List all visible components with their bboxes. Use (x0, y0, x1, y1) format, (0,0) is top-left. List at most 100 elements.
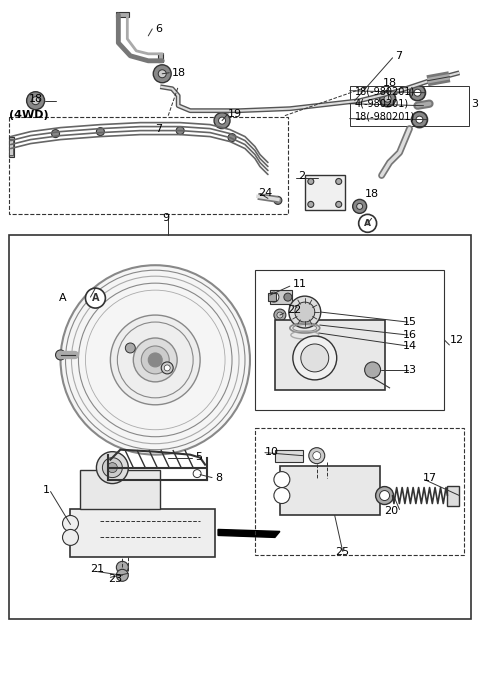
Circle shape (125, 343, 135, 353)
Circle shape (176, 127, 184, 135)
Circle shape (193, 470, 201, 478)
Circle shape (380, 491, 390, 501)
Circle shape (416, 116, 423, 123)
Text: 22: 22 (287, 305, 301, 315)
Circle shape (114, 470, 122, 478)
Circle shape (32, 96, 39, 104)
Circle shape (274, 309, 286, 321)
Circle shape (141, 346, 169, 374)
Text: 17: 17 (422, 472, 437, 483)
Circle shape (153, 65, 171, 83)
Text: 23: 23 (108, 574, 122, 584)
Text: 19: 19 (228, 109, 242, 119)
Circle shape (108, 462, 117, 472)
Text: 25: 25 (335, 547, 349, 557)
Text: 18: 18 (172, 68, 186, 78)
Circle shape (228, 133, 236, 142)
Circle shape (353, 200, 367, 214)
Text: 1: 1 (43, 485, 49, 495)
Bar (280, 466, 380, 516)
Circle shape (96, 127, 104, 135)
Bar (255, 428, 464, 555)
Circle shape (85, 288, 106, 308)
Text: 18(-980201): 18(-980201) (355, 112, 415, 121)
Bar (81, 470, 160, 510)
Circle shape (62, 530, 78, 545)
Text: 16: 16 (403, 330, 417, 340)
Text: 24: 24 (258, 189, 272, 198)
Text: 13: 13 (403, 365, 417, 375)
Text: 14: 14 (403, 341, 417, 351)
Circle shape (214, 113, 230, 129)
Circle shape (96, 452, 128, 483)
Text: A: A (364, 219, 371, 228)
Circle shape (308, 179, 314, 185)
Text: 18(-980201): 18(-980201) (355, 87, 415, 96)
Circle shape (365, 362, 381, 378)
Bar (9, 137, 13, 156)
Circle shape (274, 487, 290, 503)
Bar (275, 320, 384, 390)
Circle shape (269, 292, 279, 302)
Text: 10: 10 (265, 447, 279, 457)
Circle shape (336, 179, 342, 185)
Circle shape (110, 315, 200, 405)
Text: 12: 12 (449, 335, 464, 345)
Circle shape (376, 487, 394, 505)
Text: 7: 7 (396, 51, 403, 61)
Bar (71, 510, 215, 557)
Circle shape (161, 362, 173, 374)
Circle shape (301, 344, 329, 372)
Circle shape (308, 202, 314, 208)
Text: 21: 21 (90, 564, 105, 574)
Bar (305, 175, 345, 210)
Circle shape (218, 117, 226, 124)
Circle shape (414, 89, 421, 96)
Bar (9, 139, 12, 154)
Circle shape (62, 516, 78, 531)
Bar (350, 86, 469, 125)
Polygon shape (218, 530, 280, 537)
Circle shape (26, 92, 45, 110)
Circle shape (309, 448, 325, 464)
Text: 3: 3 (471, 98, 479, 109)
Text: 4(-980201): 4(-980201) (355, 98, 409, 109)
Circle shape (293, 336, 336, 380)
Circle shape (274, 196, 282, 204)
Bar (255, 270, 444, 410)
Circle shape (411, 112, 428, 127)
Circle shape (277, 312, 283, 318)
Text: (4WD): (4WD) (9, 110, 48, 120)
Circle shape (116, 570, 128, 581)
Circle shape (116, 561, 128, 574)
Text: A: A (92, 293, 99, 303)
Bar (268, 293, 276, 301)
Circle shape (336, 202, 342, 208)
Text: 15: 15 (403, 317, 417, 327)
Circle shape (384, 95, 391, 102)
Circle shape (60, 265, 250, 455)
Text: 18: 18 (383, 78, 396, 88)
Text: 18: 18 (29, 94, 43, 104)
Bar (270, 290, 292, 304)
Bar (158, 53, 163, 62)
Text: 8: 8 (215, 472, 222, 483)
Text: 9: 9 (162, 214, 169, 223)
Circle shape (158, 70, 166, 78)
Text: 2: 2 (298, 171, 305, 181)
Circle shape (284, 293, 292, 301)
Bar (9, 117, 288, 214)
Circle shape (289, 296, 321, 328)
Bar (9, 235, 471, 619)
Circle shape (359, 214, 377, 233)
Circle shape (102, 458, 122, 478)
Circle shape (274, 472, 290, 487)
Circle shape (148, 353, 162, 367)
Text: 7: 7 (155, 123, 162, 133)
Circle shape (164, 365, 170, 371)
Text: A: A (59, 293, 66, 303)
Bar (116, 12, 129, 17)
Circle shape (357, 204, 363, 210)
Bar (447, 485, 459, 506)
Circle shape (56, 350, 65, 360)
